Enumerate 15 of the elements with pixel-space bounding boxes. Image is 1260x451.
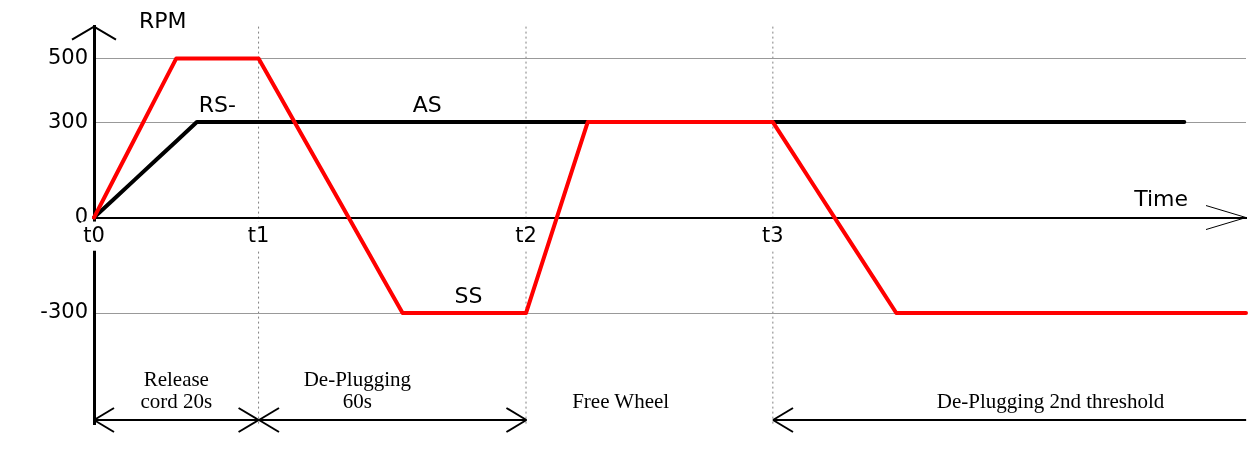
y-tick-label: -300 <box>40 299 88 324</box>
annotation: RS- <box>198 91 237 117</box>
y-tick-label: 300 <box>47 108 88 133</box>
y-tick-label: 500 <box>47 44 88 69</box>
annotation: SS <box>454 282 483 308</box>
annotation: Free Wheel <box>572 389 670 414</box>
x-tick-label: t2 <box>515 222 537 247</box>
x-axis-title: Time <box>1133 185 1188 211</box>
annotation: AS <box>412 91 442 117</box>
y-axis-title: RPM <box>139 7 187 33</box>
annotation: Release cord 20s <box>140 367 213 414</box>
annotation: De-Plugging 60s <box>303 367 412 414</box>
x-tick-label: t3 <box>762 222 784 247</box>
x-tick-label: t1 <box>247 222 270 247</box>
annotation: De-Plugging 2nd threshold <box>936 389 1165 414</box>
